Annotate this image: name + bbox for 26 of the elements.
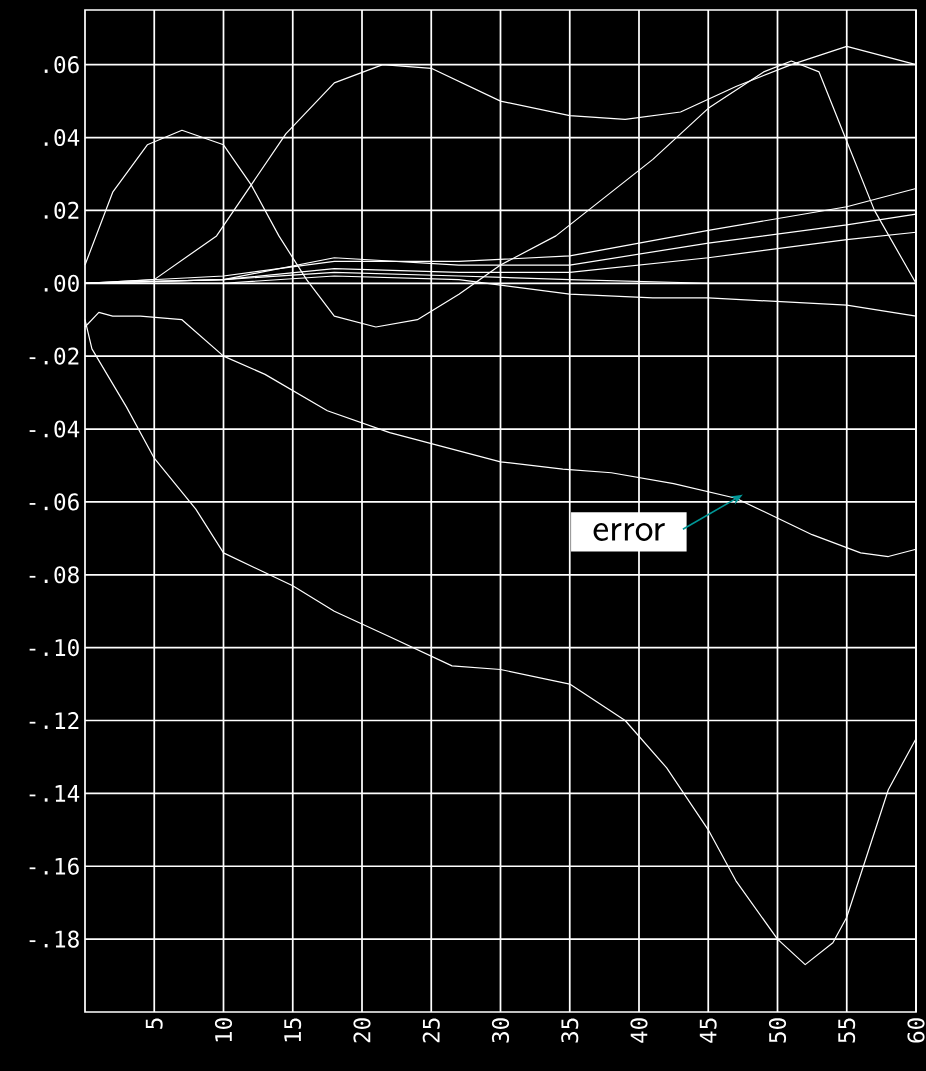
y-tick-label: .00 [44, 274, 79, 292]
x-tick-label: 10 [214, 1018, 233, 1042]
y-tick-label: -.04 [29, 420, 80, 438]
x-tick-label: 5 [145, 1018, 163, 1029]
x-tick-label: 50 [768, 1018, 787, 1043]
y-tick-label: -.14 [29, 785, 80, 802]
y-tick-label: .06 [44, 56, 79, 74]
y-tick-label: -.10 [29, 639, 79, 657]
x-tick-label: 15 [284, 1018, 302, 1042]
y-tick-label: -.12 [29, 712, 79, 729]
x-tick-label: 60 [907, 1018, 925, 1043]
y-tick-label: -.02 [29, 347, 79, 365]
y-tick-label: -.06 [29, 493, 79, 511]
y-tick-label: -.18 [29, 930, 79, 948]
x-tick-label: 30 [491, 1018, 510, 1043]
x-tick-label: 40 [630, 1018, 648, 1043]
x-tick-label: 35 [561, 1018, 579, 1043]
x-tick-label: 25 [422, 1018, 440, 1043]
y-tick-label: -.16 [29, 857, 79, 875]
annotation: error [593, 522, 665, 541]
y-tick-label: .04 [44, 128, 80, 147]
y-tick-label: -.08 [29, 566, 79, 584]
x-tick-label: 20 [353, 1018, 371, 1043]
x-tick-label: 45 [699, 1018, 717, 1043]
x-tick-label: 55 [838, 1018, 856, 1043]
y-tick-label: .02 [44, 201, 79, 219]
